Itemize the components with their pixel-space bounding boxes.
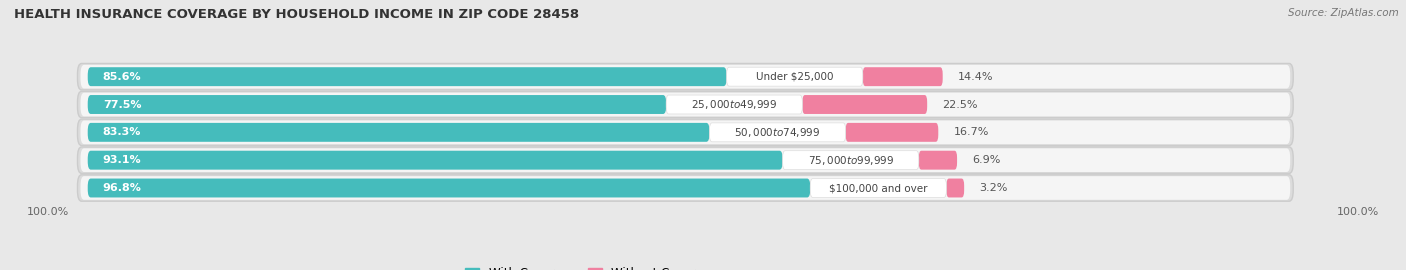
FancyBboxPatch shape bbox=[863, 67, 942, 86]
Text: Source: ZipAtlas.com: Source: ZipAtlas.com bbox=[1288, 8, 1399, 18]
FancyBboxPatch shape bbox=[77, 63, 1294, 90]
FancyBboxPatch shape bbox=[87, 123, 710, 142]
FancyBboxPatch shape bbox=[77, 91, 1294, 118]
Text: 93.1%: 93.1% bbox=[103, 155, 142, 165]
Text: 96.8%: 96.8% bbox=[103, 183, 142, 193]
Text: $75,000 to $99,999: $75,000 to $99,999 bbox=[807, 154, 894, 167]
Text: 3.2%: 3.2% bbox=[980, 183, 1008, 193]
FancyBboxPatch shape bbox=[77, 147, 1294, 173]
Text: 22.5%: 22.5% bbox=[942, 100, 977, 110]
FancyBboxPatch shape bbox=[727, 67, 863, 86]
FancyBboxPatch shape bbox=[80, 176, 1291, 200]
Text: $25,000 to $49,999: $25,000 to $49,999 bbox=[692, 98, 778, 111]
Text: 83.3%: 83.3% bbox=[103, 127, 141, 137]
FancyBboxPatch shape bbox=[810, 178, 946, 197]
FancyBboxPatch shape bbox=[845, 123, 938, 142]
FancyBboxPatch shape bbox=[80, 120, 1291, 144]
Text: 16.7%: 16.7% bbox=[953, 127, 988, 137]
Text: 85.6%: 85.6% bbox=[103, 72, 142, 82]
Text: HEALTH INSURANCE COVERAGE BY HOUSEHOLD INCOME IN ZIP CODE 28458: HEALTH INSURANCE COVERAGE BY HOUSEHOLD I… bbox=[14, 8, 579, 21]
FancyBboxPatch shape bbox=[80, 148, 1291, 172]
Text: 77.5%: 77.5% bbox=[103, 100, 142, 110]
FancyBboxPatch shape bbox=[87, 178, 810, 197]
FancyBboxPatch shape bbox=[77, 119, 1294, 146]
Text: 6.9%: 6.9% bbox=[972, 155, 1001, 165]
Text: Under $25,000: Under $25,000 bbox=[756, 72, 834, 82]
Text: 14.4%: 14.4% bbox=[957, 72, 993, 82]
Text: $100,000 and over: $100,000 and over bbox=[830, 183, 928, 193]
FancyBboxPatch shape bbox=[946, 178, 965, 197]
Text: 100.0%: 100.0% bbox=[1337, 207, 1379, 217]
Legend: With Coverage, Without Coverage: With Coverage, Without Coverage bbox=[460, 262, 723, 270]
FancyBboxPatch shape bbox=[87, 151, 783, 170]
Text: 100.0%: 100.0% bbox=[27, 207, 69, 217]
FancyBboxPatch shape bbox=[710, 123, 845, 142]
FancyBboxPatch shape bbox=[80, 65, 1291, 89]
FancyBboxPatch shape bbox=[87, 67, 727, 86]
FancyBboxPatch shape bbox=[87, 95, 666, 114]
Text: $50,000 to $74,999: $50,000 to $74,999 bbox=[734, 126, 821, 139]
FancyBboxPatch shape bbox=[666, 95, 803, 114]
FancyBboxPatch shape bbox=[77, 175, 1294, 201]
FancyBboxPatch shape bbox=[803, 95, 927, 114]
FancyBboxPatch shape bbox=[918, 151, 957, 170]
FancyBboxPatch shape bbox=[80, 93, 1291, 116]
FancyBboxPatch shape bbox=[783, 151, 918, 170]
